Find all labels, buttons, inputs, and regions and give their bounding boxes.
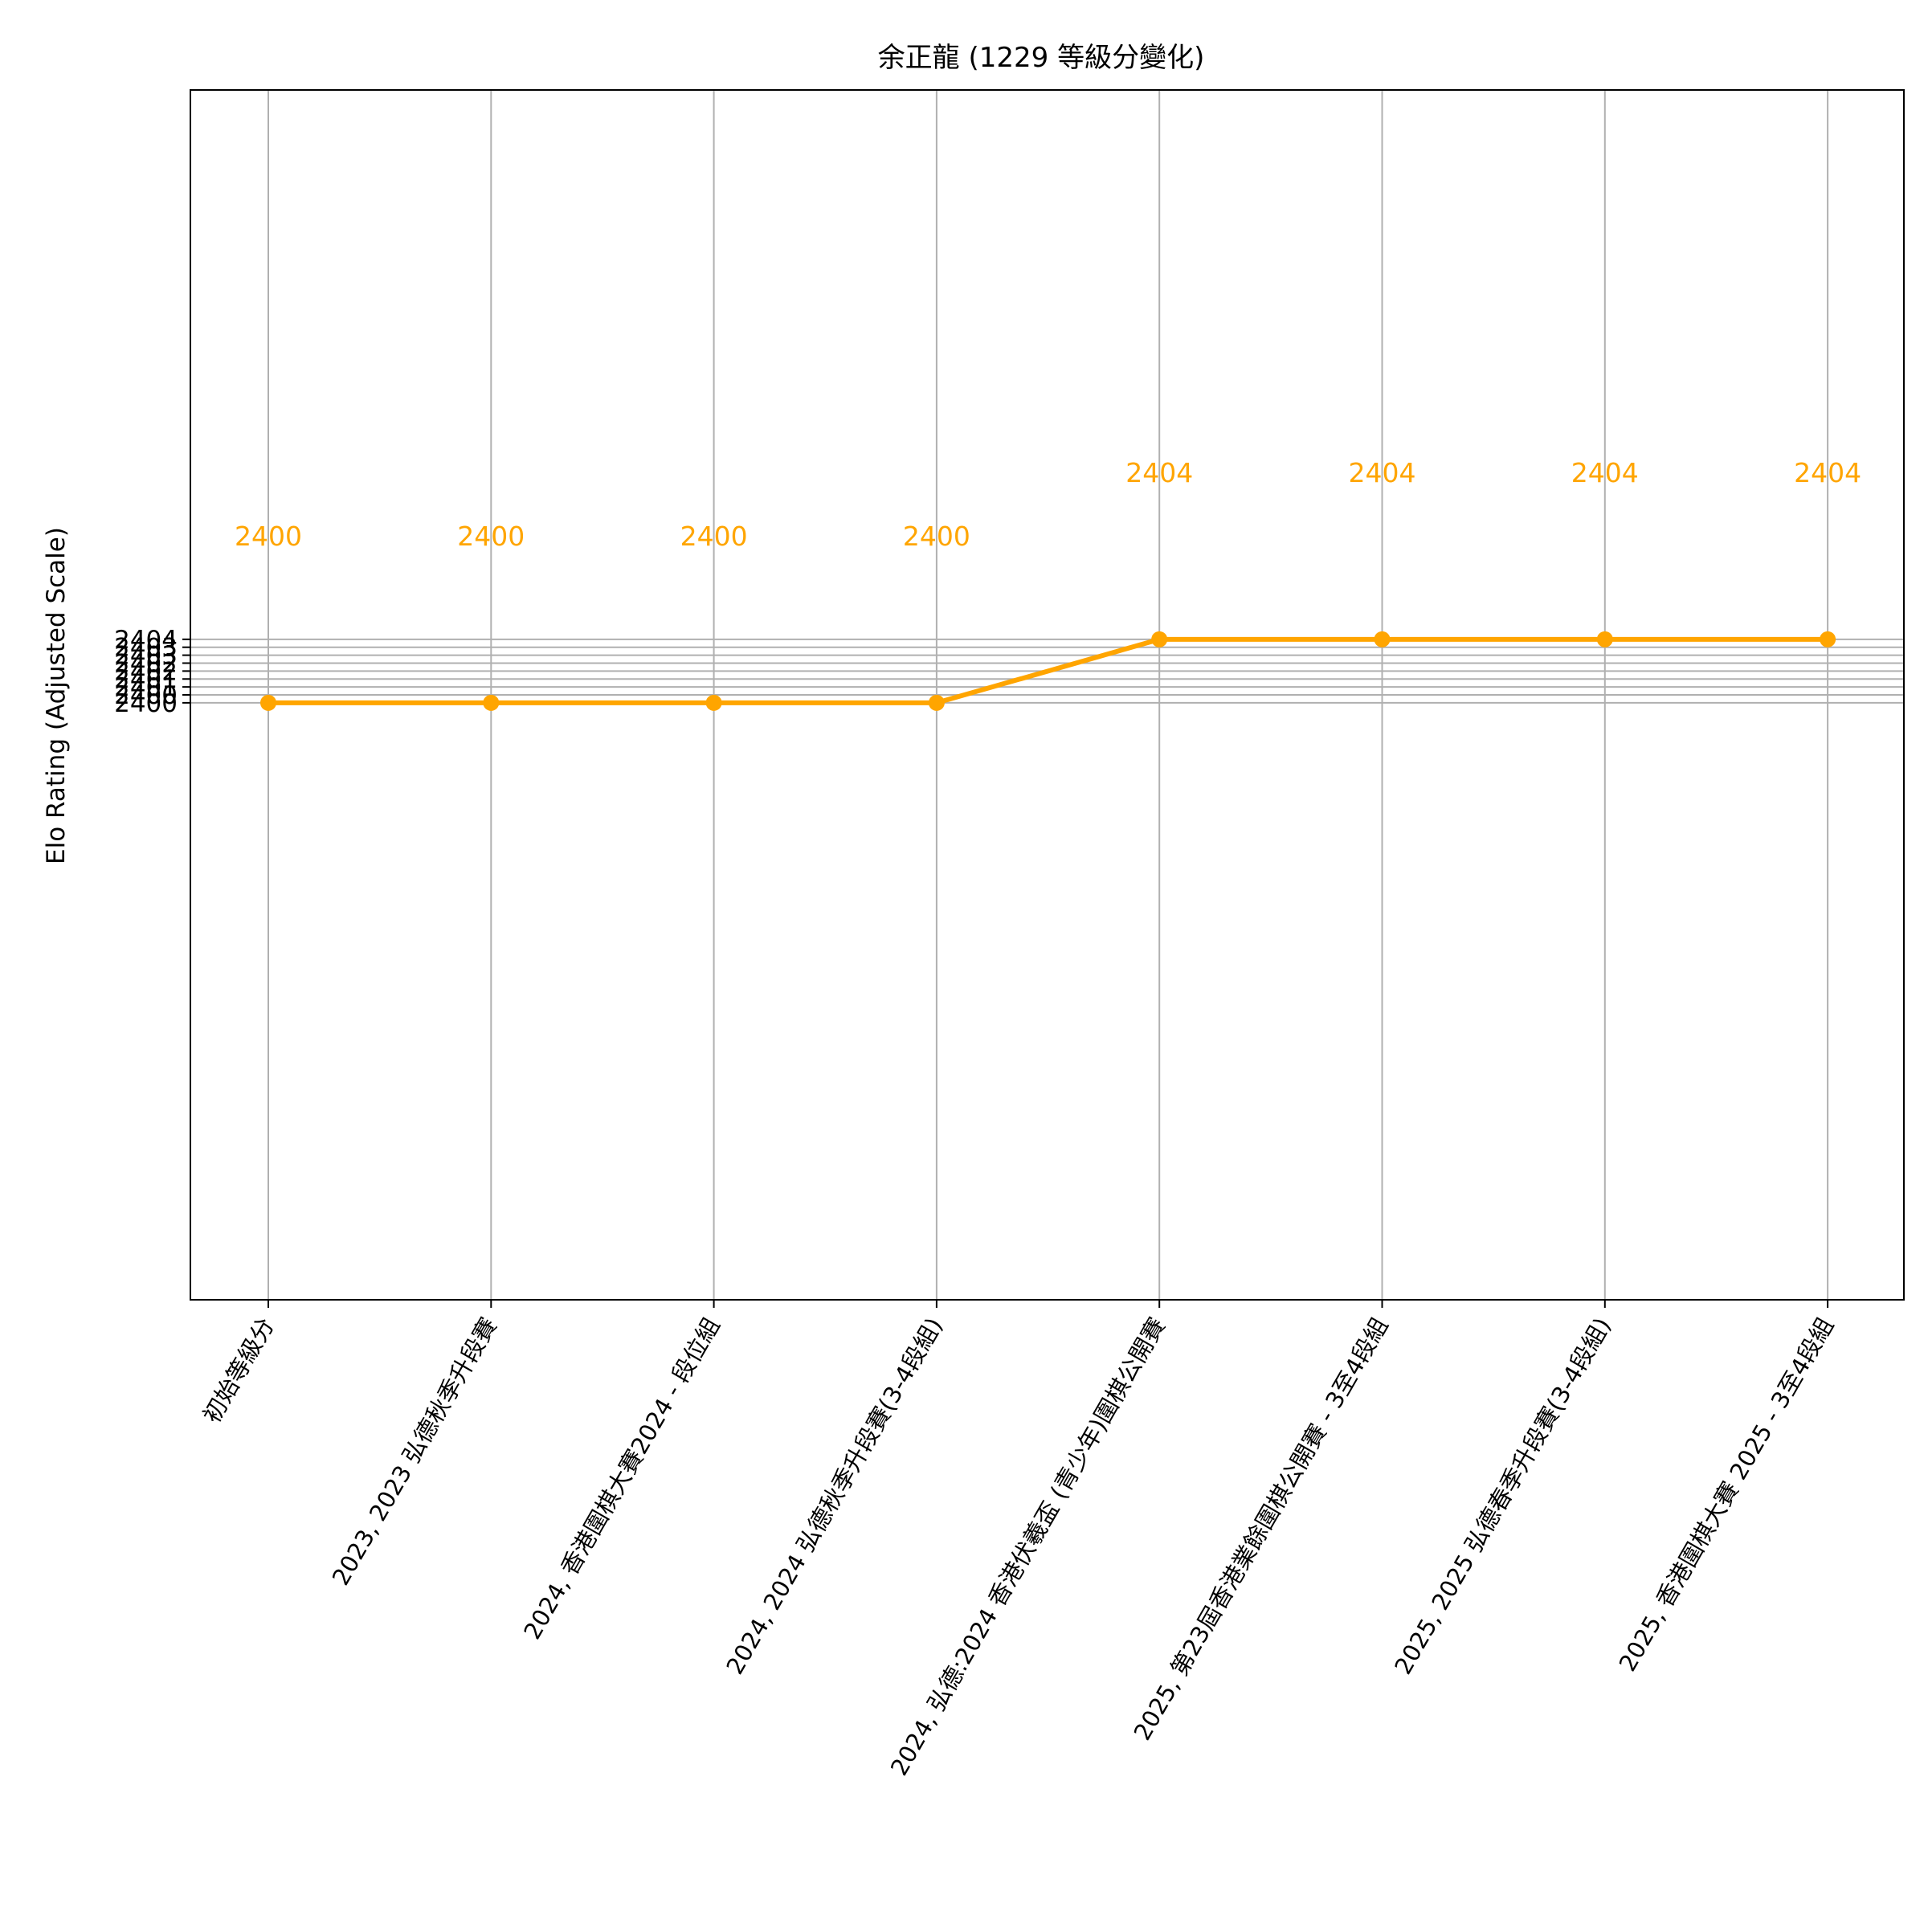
y-tick-label: 2403	[114, 634, 178, 663]
y-tick-label: 2404	[114, 626, 178, 655]
y-tick-label: 2401	[114, 665, 178, 694]
y-tick-label: 2402	[114, 649, 178, 678]
data-point-marker	[483, 694, 500, 711]
data-label: 2404	[1794, 457, 1861, 488]
plot-frame	[190, 89, 1905, 1301]
data-label: 2400	[457, 521, 525, 552]
data-label: 2400	[903, 521, 970, 552]
data-label: 2400	[680, 521, 748, 552]
data-point-marker	[260, 694, 276, 711]
data-label: 2400	[235, 521, 302, 552]
data-point-marker	[705, 694, 722, 711]
series-line	[268, 636, 1828, 705]
data-point-marker	[1596, 631, 1613, 647]
y-tick-label: 2400	[114, 681, 178, 710]
data-label: 2404	[1571, 457, 1639, 488]
data-point-marker	[1820, 631, 1836, 647]
y-axis-label: Elo Rating (Adjusted Scale)	[42, 527, 71, 864]
data-label: 2404	[1125, 457, 1193, 488]
series-elo	[260, 631, 1836, 711]
data-point-marker	[1374, 631, 1391, 647]
y-tick-label: 2403	[114, 642, 178, 671]
y-tick-label: 2400	[114, 689, 178, 718]
data-point-marker	[1151, 631, 1168, 647]
y-tick-label: 2402	[114, 657, 178, 686]
data-point-marker	[928, 694, 945, 711]
data-labels: 2400 2400 2400 2400 2404 2404 2404 2404	[235, 457, 1861, 552]
chart-title: 余正龍 (1229 等級分變化)	[878, 42, 1205, 74]
y-tick-label: 2401	[114, 673, 178, 702]
data-label: 2404	[1349, 457, 1416, 488]
